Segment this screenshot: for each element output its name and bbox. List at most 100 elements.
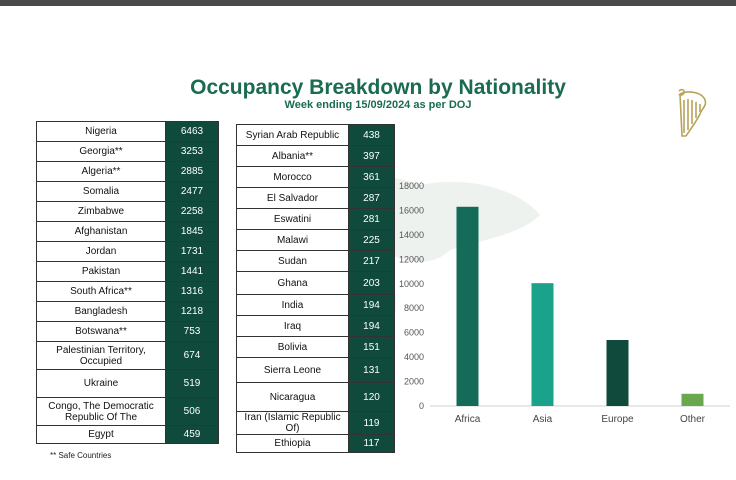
y-tick-label: 10000 (399, 279, 424, 289)
occupancy-value: 6463 (165, 121, 219, 142)
table-row: Ethiopia 117 (236, 434, 395, 453)
y-tick-label: 6000 (404, 328, 424, 338)
table-row: Bolivia 151 (236, 336, 395, 358)
country-name: India (236, 294, 349, 316)
occupancy-value: 151 (348, 336, 395, 358)
table-row: Palestinian Territory, Occupied 674 (36, 341, 219, 370)
occupancy-value: 217 (348, 250, 395, 272)
country-name: Albania** (236, 145, 349, 167)
x-tick-label: Africa (455, 414, 481, 425)
occupancy-value: 225 (348, 229, 395, 251)
country-name: Bangladesh (36, 301, 166, 322)
table-row: Botswana** 753 (36, 321, 219, 342)
region-bar-chart: 0 2000 4000 6000 8000 10000 12000 14000 16000 180… (399, 181, 730, 425)
occupancy-value: 438 (348, 124, 395, 146)
country-name: Botswana** (36, 321, 166, 342)
table-row: Malawi 225 (236, 229, 395, 251)
country-name: Congo, The Democratic Republic Of The (36, 397, 166, 426)
country-name: Zimbabwe (36, 201, 166, 222)
occupancy-value: 194 (348, 294, 395, 316)
nationality-table-right: Syrian Arab Republic 438 Albania** 397 Moroc… (236, 124, 395, 453)
occupancy-value: 674 (165, 341, 219, 370)
country-name: Ethiopia (236, 434, 349, 453)
table-row: El Salvador 287 (236, 187, 395, 209)
top-bar (0, 0, 736, 6)
footnote: ** Safe Countries (50, 451, 112, 460)
occupancy-value: 2885 (165, 161, 219, 182)
occupancy-value: 459 (165, 425, 219, 444)
x-tick-label: Europe (601, 414, 634, 425)
occupancy-value: 753 (165, 321, 219, 342)
country-name: Pakistan (36, 261, 166, 282)
table-row: Iran (Islamic Republic Of) 119 (236, 411, 395, 435)
occupancy-value: 1731 (165, 241, 219, 262)
x-tick-label: Asia (533, 414, 553, 425)
bar-asia (531, 283, 554, 406)
page-title: Occupancy Breakdown by Nationality (190, 76, 566, 99)
country-name: Sierra Leone (236, 357, 349, 383)
harp-icon (678, 88, 707, 137)
occupancy-value: 2477 (165, 181, 219, 202)
country-name: Nigeria (36, 121, 166, 142)
table-row: Somalia 2477 (36, 181, 219, 202)
country-name: Somalia (36, 181, 166, 202)
country-name: Iran (Islamic Republic Of) (236, 411, 349, 435)
y-tick-label: 8000 (404, 303, 424, 313)
occupancy-value: 131 (348, 357, 395, 383)
country-name: Morocco (236, 166, 349, 188)
table-row: Algeria** 2885 (36, 161, 219, 182)
occupancy-value: 3253 (165, 141, 219, 162)
country-name: Iraq (236, 315, 349, 337)
occupancy-value: 120 (348, 382, 395, 412)
table-row: Nigeria 6463 (36, 121, 219, 142)
y-tick-label: 4000 (404, 352, 424, 362)
occupancy-value: 194 (348, 315, 395, 337)
occupancy-value: 281 (348, 208, 395, 230)
country-name: Sudan (236, 250, 349, 272)
occupancy-value: 519 (165, 369, 219, 398)
table-row: Congo, The Democratic Republic Of The 506 (36, 397, 219, 426)
country-name: Bolivia (236, 336, 349, 358)
occupancy-value: 1218 (165, 301, 219, 322)
country-name: Syrian Arab Republic (236, 124, 349, 146)
table-row: Sierra Leone 131 (236, 357, 395, 383)
occupancy-value: 1845 (165, 221, 219, 242)
bar-africa (456, 206, 479, 406)
occupancy-value: 1441 (165, 261, 219, 282)
occupancy-value: 287 (348, 187, 395, 209)
page-subtitle: Week ending 15/09/2024 as per DOJ (284, 99, 472, 111)
occupancy-value: 2258 (165, 201, 219, 222)
table-row: Eswatini 281 (236, 208, 395, 230)
occupancy-value: 506 (165, 397, 219, 426)
occupancy-value: 1316 (165, 281, 219, 302)
y-tick-label: 14000 (399, 230, 424, 240)
table-row: Sudan 217 (236, 250, 395, 272)
y-tick-label: 0 (419, 401, 424, 411)
table-row: Afghanistan 1845 (36, 221, 219, 242)
table-row: Albania** 397 (236, 145, 395, 167)
y-tick-label: 18000 (399, 181, 424, 191)
country-name: Georgia** (36, 141, 166, 162)
bar-europe (606, 340, 629, 406)
table-row: Pakistan 1441 (36, 261, 219, 282)
x-tick-label: Other (680, 414, 706, 425)
country-name: Algeria** (36, 161, 166, 182)
table-row: South Africa** 1316 (36, 281, 219, 302)
country-name: Egypt (36, 425, 166, 444)
country-name: Malawi (236, 229, 349, 251)
occupancy-value: 203 (348, 271, 395, 295)
table-row: Nicaragua 120 (236, 382, 395, 412)
table-row: Morocco 361 (236, 166, 395, 188)
table-row: Zimbabwe 2258 (36, 201, 219, 222)
country-name: Afghanistan (36, 221, 166, 242)
occupancy-value: 361 (348, 166, 395, 188)
table-row: Ghana 203 (236, 271, 395, 295)
country-name: Ukraine (36, 369, 166, 398)
table-row: Bangladesh 1218 (36, 301, 219, 322)
occupancy-value: 397 (348, 145, 395, 167)
y-tick-label: 16000 (399, 205, 424, 215)
table-row: Jordan 1731 (36, 241, 219, 262)
occupancy-value: 119 (348, 411, 395, 435)
y-tick-label: 12000 (399, 254, 424, 264)
y-tick-label: 2000 (404, 377, 424, 387)
